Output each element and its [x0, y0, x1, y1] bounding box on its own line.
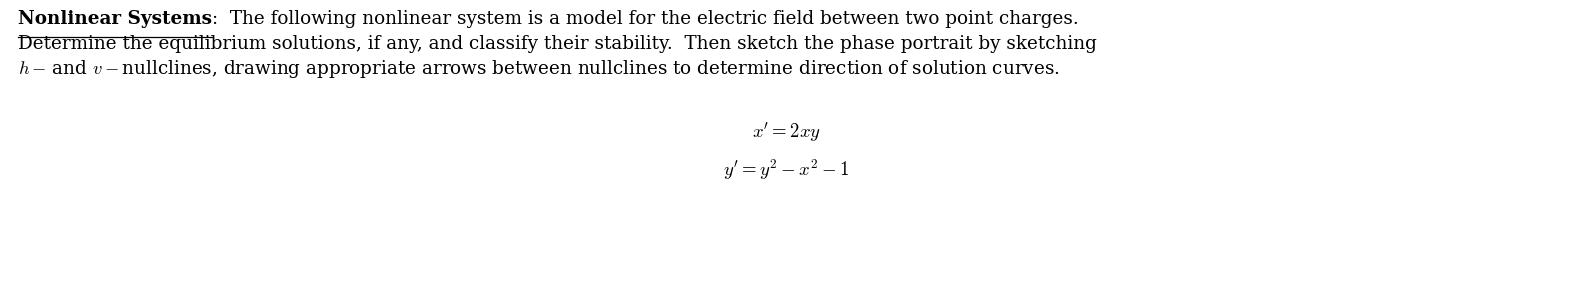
Text: and $v-$nullclines, drawing appropriate arrows between nullclines to determine d: and $v-$nullclines, drawing appropriate …	[47, 58, 1060, 80]
Text: $y' = y^2 - x^2 - 1$: $y' = y^2 - x^2 - 1$	[724, 157, 849, 182]
Text: $x' = 2xy$: $x' = 2xy$	[752, 121, 821, 144]
Text: Nonlinear Systems: Nonlinear Systems	[17, 10, 212, 28]
Text: Determine the equilibrium solutions, if any, and classify their stability.  Then: Determine the equilibrium solutions, if …	[17, 35, 1096, 53]
Text: $h-$: $h-$	[17, 60, 47, 78]
Text: :  The following nonlinear system is a model for the electric field between two : : The following nonlinear system is a mo…	[212, 10, 1079, 28]
